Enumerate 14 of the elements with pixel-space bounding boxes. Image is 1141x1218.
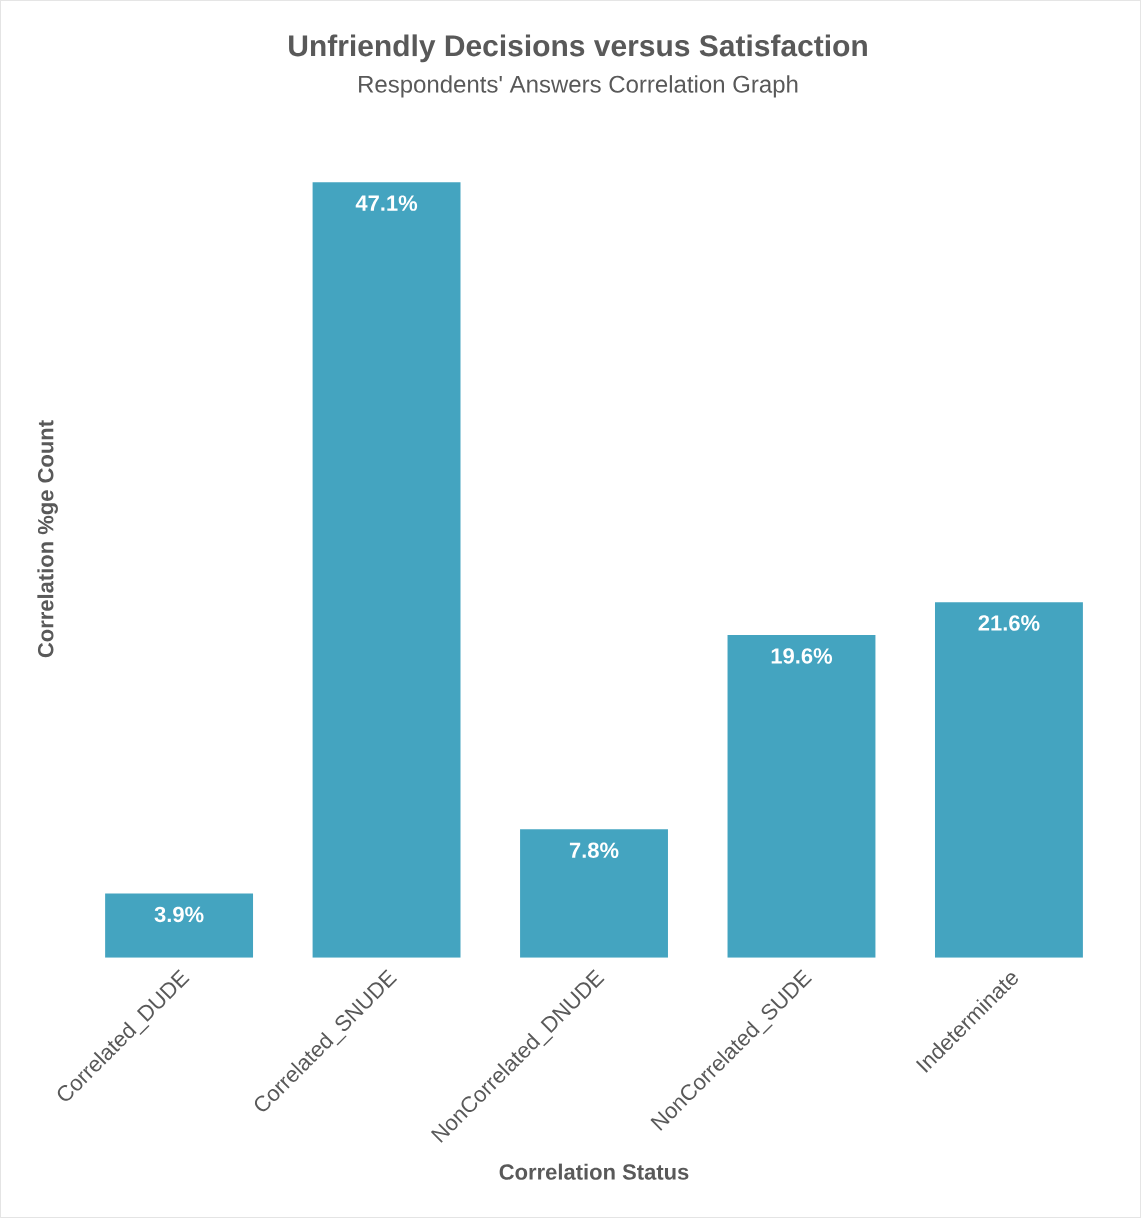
data-label: 3.9% bbox=[154, 906, 204, 923]
bar bbox=[105, 893, 254, 958]
chart-subtitle: Respondents' Answers Correlation Graph bbox=[359, 75, 798, 98]
x-axis-title: Correlation Status bbox=[499, 1163, 689, 1180]
bar bbox=[312, 182, 461, 958]
data-label: 21.6% bbox=[978, 615, 1040, 631]
chart-title: Unfriendly Decisions versus Satisfaction bbox=[289, 34, 867, 63]
y-axis-title: Correlation %ge Count bbox=[37, 420, 58, 658]
data-label: 19.6% bbox=[771, 648, 833, 664]
bar bbox=[934, 602, 1083, 958]
data-label: 47.1% bbox=[355, 195, 418, 211]
bar bbox=[520, 829, 668, 958]
bar bbox=[727, 635, 876, 958]
data-label: 7.8% bbox=[569, 842, 619, 858]
